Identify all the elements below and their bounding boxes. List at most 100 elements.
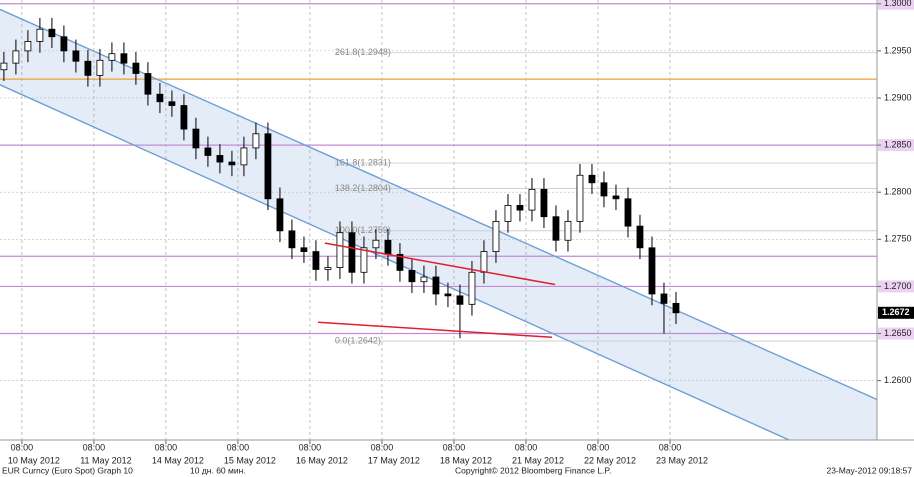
plot-area: 261.8(1.2948) 161.8(1.2831) 138.2(1.2804) 1… — [0, 0, 877, 440]
candle-body — [552, 216, 560, 241]
last-price-label: 1.2672 — [882, 307, 910, 317]
candle-body — [636, 225, 644, 249]
last-price-box — [878, 306, 914, 319]
x-tick-label: 08:00 — [659, 442, 682, 452]
candle-body — [564, 221, 572, 241]
fib-label: 0.0(1.2642) — [335, 335, 381, 345]
candle-body — [492, 221, 500, 252]
candle-body — [516, 204, 524, 211]
x-tick-label: 08:00 — [83, 442, 106, 452]
candle-body — [420, 276, 428, 283]
candle-body — [24, 41, 32, 52]
candle-body — [480, 251, 488, 273]
y-tick-label: 1.3000 — [884, 0, 912, 8]
candle-body — [504, 204, 512, 222]
candle-body — [132, 62, 140, 74]
candle-body — [624, 198, 632, 227]
candle-body — [300, 247, 308, 252]
candle-body — [648, 247, 656, 295]
candle-body — [576, 174, 584, 222]
timestamp: 23-May-2012 09:18:57 — [826, 465, 912, 475]
x-tick-label: 08:00 — [227, 442, 250, 452]
candle-body — [192, 128, 200, 149]
candle-body — [60, 36, 68, 52]
fib-label: 161.8(1.2831) — [335, 157, 391, 167]
candle-body — [228, 161, 236, 166]
date-label: 22 May 2012 — [584, 455, 636, 465]
candle-body — [252, 133, 260, 149]
candle-body — [528, 188, 536, 211]
candle-body — [612, 195, 620, 200]
x-tick-label: 08:00 — [155, 442, 178, 452]
candle-body — [360, 247, 368, 273]
candle-body — [108, 53, 116, 61]
candle-body — [120, 53, 128, 64]
period-label: 10 дн. 60 мин. — [190, 465, 246, 475]
fib-label: 100.0(1.2759) — [335, 225, 391, 235]
x-tick-label: 08:00 — [587, 442, 610, 452]
y-label-highlight — [878, 280, 914, 293]
candle-body — [180, 105, 188, 130]
candle-body — [156, 93, 164, 103]
x-tick-label: 08:00 — [371, 442, 394, 452]
date-label: 17 May 2012 — [368, 455, 420, 465]
candle-body — [336, 232, 344, 268]
candle-body — [660, 293, 668, 304]
x-tick-label: 08:00 — [443, 442, 466, 452]
date-label: 15 May 2012 — [224, 455, 276, 465]
candle-body — [600, 182, 608, 197]
candle-body — [372, 239, 380, 249]
candle-body — [588, 174, 596, 184]
candle-body — [72, 50, 80, 62]
fib-label: 261.8(1.2948) — [335, 47, 391, 57]
candle-body — [468, 271, 476, 305]
candle-body — [48, 28, 56, 38]
x-tick-label: 08:00 — [515, 442, 538, 452]
candle-body — [84, 60, 92, 76]
axes: 08:00 08:00 08:00 08:00 08:00 08:00 08:00 08:00… — [8, 0, 914, 465]
date-label: 18 May 2012 — [440, 455, 492, 465]
candle-body — [672, 302, 680, 314]
y-tick-label: 1.2750 — [884, 234, 912, 244]
y-tick-label: 1.2600 — [884, 375, 912, 385]
candle-body — [12, 50, 20, 64]
candle-body — [444, 293, 452, 297]
candle-body — [0, 62, 8, 71]
candle-body — [408, 270, 416, 283]
date-label: 11 May 2012 — [80, 455, 131, 465]
y-tick-label: 1.2900 — [884, 92, 912, 102]
fib-label: 138.2(1.2804) — [335, 183, 391, 193]
x-tick-label: 08:00 — [299, 442, 322, 452]
candle-body — [348, 232, 356, 273]
copyright: Copyright© 2012 Bloomberg Finance L.P. — [455, 465, 611, 475]
trendline — [317, 321, 553, 339]
channel-fill — [0, 9, 877, 440]
trendline — [324, 242, 556, 286]
candle-body — [396, 253, 404, 271]
y-label-highlight — [878, 327, 914, 340]
y-tick-label: 1.2950 — [884, 45, 912, 55]
candle-body — [276, 198, 284, 232]
date-label: 23 May 2012 — [656, 455, 708, 465]
candle-body — [144, 73, 152, 95]
date-label: 21 May 2012 — [512, 455, 564, 465]
candle-body — [96, 59, 104, 76]
candle-body — [432, 276, 440, 295]
y-tick-label: 1.2650 — [884, 328, 912, 338]
date-label: 14 May 2012 — [152, 455, 204, 465]
y-tick-label: 1.2700 — [884, 281, 912, 291]
candle-body — [384, 239, 392, 255]
x-tick-label: 08:00 — [11, 442, 34, 452]
candle-body — [324, 267, 332, 270]
candle-body — [456, 295, 464, 305]
candle-body — [216, 155, 224, 163]
y-label-highlight — [878, 139, 914, 152]
y-tick-label: 1.2800 — [884, 187, 912, 197]
candle-body — [36, 28, 44, 42]
candle-body — [288, 230, 296, 249]
candle-body — [240, 147, 248, 166]
candle-body — [540, 188, 548, 218]
candle-body — [204, 147, 212, 156]
candle-body — [168, 101, 176, 106]
